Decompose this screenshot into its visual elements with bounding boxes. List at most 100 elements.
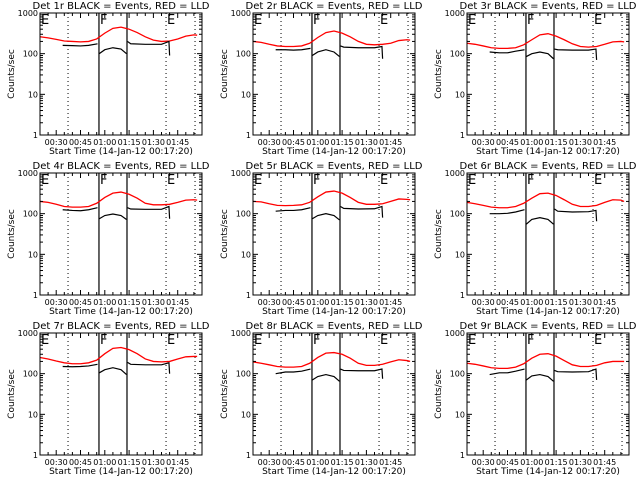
x-tick-label: 01:00: [520, 298, 543, 307]
events-series-black: [127, 205, 171, 219]
x-tick-label: 01:30: [569, 298, 592, 307]
x-tick-label: 01:15: [118, 458, 141, 467]
x-tick-label: 00:30: [45, 138, 68, 147]
y-tick-label: 1: [33, 131, 38, 140]
event-marker: E: [594, 333, 602, 348]
panel-title: Det 3r BLACK = Events, RED = LLD: [460, 1, 637, 12]
y-tick-label: 10: [455, 90, 465, 99]
y-tick-label: 10: [28, 410, 38, 419]
x-tick-label: 00:45: [282, 298, 305, 307]
events-series-black: [489, 209, 525, 215]
y-tick-label: 10: [28, 250, 38, 259]
event-marker: E: [594, 173, 602, 188]
y-axis-label: Counts/sec: [434, 369, 444, 419]
x-tick-label: 00:30: [258, 298, 281, 307]
panel-title: Det 8r BLACK = Events, RED = LLD: [246, 321, 423, 332]
x-tick-label: 00:30: [45, 458, 68, 467]
lld-series-red: [252, 351, 411, 368]
events-series-black: [489, 368, 525, 376]
x-tick-label: 00:45: [69, 298, 92, 307]
x-axis-label: Start Time (14-Jan-12 00:17:20): [262, 307, 406, 317]
x-tick-label: 01:45: [593, 298, 616, 307]
x-tick-label: 00:30: [472, 458, 495, 467]
events-series-black: [489, 49, 525, 54]
y-tick-label: 1000: [445, 9, 465, 18]
panel-title: Det 9r BLACK = Events, RED = LLD: [460, 321, 637, 332]
x-tick-label: 01:30: [355, 458, 378, 467]
x-tick-label: 00:30: [472, 138, 495, 147]
y-axis-label: Counts/sec: [7, 369, 17, 419]
events-series-black: [275, 47, 311, 51]
x-tick-label: 01:45: [379, 138, 402, 147]
y-tick-label: 100: [23, 50, 38, 59]
lld-series-red: [39, 26, 198, 43]
events-series-black: [525, 216, 554, 225]
x-tick-label: 00:45: [282, 138, 305, 147]
events-series-black: [526, 51, 554, 60]
event-marker: E: [468, 173, 476, 188]
event-marker: E: [167, 333, 175, 348]
y-axis-label: Counts/sec: [434, 209, 444, 259]
y-tick-label: 1000: [231, 329, 251, 338]
event-marker: F: [100, 173, 107, 188]
panel-title: Det 5r BLACK = Events, RED = LLD: [246, 161, 423, 172]
x-tick-label: 01:15: [545, 458, 568, 467]
y-tick-label: 1: [246, 451, 251, 460]
x-tick-label: 01:15: [118, 298, 141, 307]
x-tick-label: 01:00: [520, 458, 543, 467]
x-tick-label: 01:00: [306, 138, 329, 147]
event-marker: F: [527, 173, 534, 188]
x-tick-label: 01:45: [379, 458, 402, 467]
y-tick-label: 100: [450, 210, 465, 219]
events-series-black: [127, 361, 171, 374]
panel-title: Det 6r BLACK = Events, RED = LLD: [460, 161, 637, 172]
x-tick-label: 00:30: [258, 458, 281, 467]
x-tick-label: 00:30: [45, 298, 68, 307]
lld-series-red: [466, 353, 625, 370]
event-marker: F: [527, 13, 534, 28]
y-tick-label: 1000: [18, 9, 38, 18]
lld-series-red: [466, 192, 625, 209]
x-tick-label: 00:30: [258, 138, 281, 147]
y-tick-label: 1: [460, 291, 465, 300]
x-tick-label: 01:30: [569, 138, 592, 147]
event-marker: F: [313, 333, 320, 348]
x-axis-label: Start Time (14-Jan-12 00:17:20): [476, 307, 620, 317]
x-axis-label: Start Time (14-Jan-12 00:17:20): [476, 467, 620, 477]
events-series-black: [127, 40, 171, 56]
event-marker: F: [100, 333, 107, 348]
x-tick-label: 01:30: [142, 458, 165, 467]
x-tick-label: 00:45: [496, 138, 519, 147]
event-marker: F: [313, 13, 320, 28]
panel-title: Det 4r BLACK = Events, RED = LLD: [33, 161, 210, 172]
x-tick-label: 01:15: [331, 138, 354, 147]
panel-title: Det 2r BLACK = Events, RED = LLD: [246, 1, 423, 12]
event-marker: F: [100, 13, 107, 28]
x-tick-label: 01:45: [166, 458, 189, 467]
y-tick-label: 10: [241, 90, 251, 99]
y-tick-label: 10: [455, 410, 465, 419]
x-tick-label: 01:30: [569, 458, 592, 467]
y-tick-label: 10: [28, 90, 38, 99]
x-tick-label: 01:15: [118, 138, 141, 147]
lld-series-red: [39, 346, 198, 365]
event-marker: E: [41, 333, 49, 348]
x-axis-label: Start Time (14-Jan-12 00:17:20): [262, 147, 406, 157]
y-axis-label: Counts/sec: [7, 49, 17, 99]
lld-series-red: [466, 33, 625, 50]
y-tick-label: 1: [33, 451, 38, 460]
events-series-black: [311, 373, 340, 382]
y-tick-label: 1: [246, 131, 251, 140]
lld-series-red: [252, 190, 411, 207]
y-tick-label: 10: [241, 250, 251, 259]
x-axis-label: Start Time (14-Jan-12 00:17:20): [476, 147, 620, 157]
x-tick-label: 01:45: [379, 298, 402, 307]
event-marker: E: [468, 13, 476, 28]
y-tick-label: 100: [236, 50, 251, 59]
lld-series-red: [252, 30, 411, 48]
y-tick-label: 1000: [18, 169, 38, 178]
event-marker: E: [254, 173, 262, 188]
